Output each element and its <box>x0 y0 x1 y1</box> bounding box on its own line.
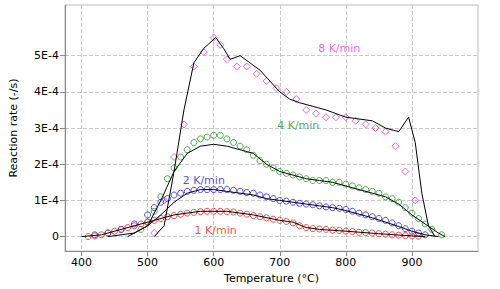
svg-text:1E-4: 1E-4 <box>34 194 59 207</box>
svg-text:Reaction rate (-/s): Reaction rate (-/s) <box>7 78 20 177</box>
svg-text:2 K/min: 2 K/min <box>183 174 225 187</box>
svg-text:Temperature (°C): Temperature (°C) <box>223 272 319 285</box>
svg-text:4 K/min: 4 K/min <box>277 119 319 132</box>
svg-text:3E-4: 3E-4 <box>34 122 59 135</box>
svg-text:8 K/min: 8 K/min <box>318 42 360 55</box>
svg-text:800: 800 <box>335 256 356 269</box>
svg-text:4E-4: 4E-4 <box>34 85 59 98</box>
svg-text:1 K/min: 1 K/min <box>195 224 237 237</box>
svg-text:700: 700 <box>269 256 290 269</box>
svg-text:0: 0 <box>52 230 59 243</box>
svg-text:5E-4: 5E-4 <box>34 49 59 62</box>
svg-text:600: 600 <box>203 256 224 269</box>
svg-text:400: 400 <box>71 256 92 269</box>
svg-text:2E-4: 2E-4 <box>34 158 59 171</box>
svg-text:900: 900 <box>401 256 422 269</box>
svg-text:500: 500 <box>137 256 158 269</box>
